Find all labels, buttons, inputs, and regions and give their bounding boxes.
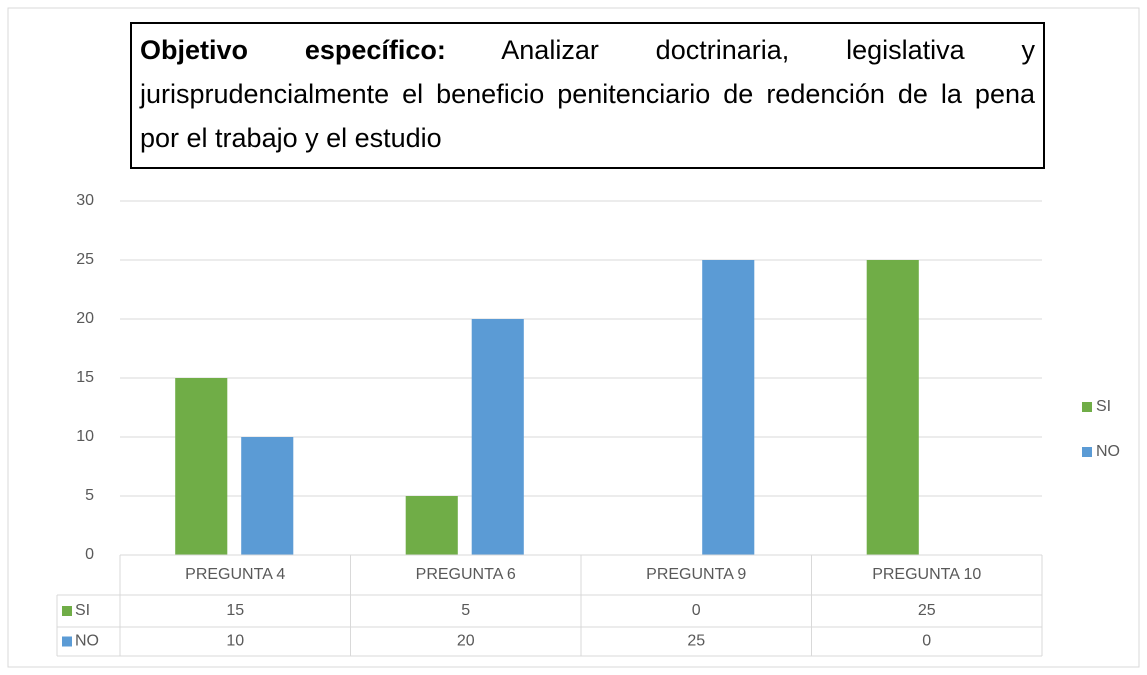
y-tick-label: 15 — [76, 369, 94, 386]
table-value: 5 — [461, 602, 470, 619]
x-tick-label: PREGUNTA 10 — [872, 566, 981, 583]
table-legend-key — [62, 636, 72, 647]
chart-title: Analizar doctrinaria, legislativa y juri… — [140, 35, 1035, 153]
y-tick-label: 25 — [76, 251, 94, 268]
legend-label: SI — [1096, 398, 1111, 415]
x-tick-label: PREGUNTA 6 — [416, 566, 516, 583]
y-tick-label: 20 — [76, 310, 94, 327]
y-tick-label: 30 — [76, 192, 94, 209]
legend-key — [1082, 447, 1092, 457]
bar — [175, 378, 228, 555]
y-tick-label: 0 — [85, 546, 94, 563]
table-series-name: SI — [75, 602, 90, 619]
table-value: 15 — [226, 602, 244, 619]
table-legend-key — [62, 606, 72, 616]
bar — [471, 319, 524, 555]
table-series-name: NO — [75, 633, 99, 650]
title-label: Objetivo específico: — [140, 35, 446, 65]
legend-key — [1082, 402, 1092, 412]
table-value: 0 — [692, 602, 701, 619]
chart-title-box: Objetivo específico: Analizar doctrinari… — [130, 22, 1045, 169]
table-value: 25 — [918, 602, 936, 619]
x-tick-label: PREGUNTA 9 — [646, 566, 746, 583]
table-value: 25 — [687, 633, 705, 650]
legend-label: NO — [1096, 443, 1120, 460]
bar — [702, 260, 755, 555]
bar — [866, 260, 919, 555]
table-value: 0 — [922, 633, 931, 650]
y-tick-label: 10 — [76, 428, 94, 445]
bar — [241, 437, 294, 555]
bar — [405, 496, 458, 555]
table-value: 20 — [457, 633, 475, 650]
y-tick-label: 5 — [85, 487, 94, 504]
x-tick-label: PREGUNTA 4 — [185, 566, 285, 583]
table-value: 10 — [226, 633, 244, 650]
